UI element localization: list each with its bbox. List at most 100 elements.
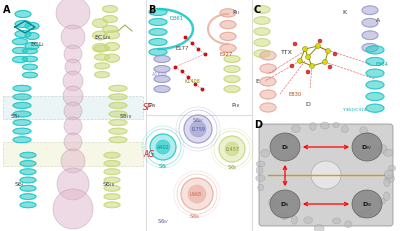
Ellipse shape [384, 178, 390, 187]
Bar [3, 142, 143, 166]
Ellipse shape [13, 120, 31, 126]
Ellipse shape [388, 166, 396, 171]
Ellipse shape [104, 169, 120, 175]
Ellipse shape [13, 129, 31, 135]
Bar [3, 97, 143, 119]
Ellipse shape [22, 49, 38, 55]
Ellipse shape [102, 6, 118, 13]
Ellipse shape [260, 78, 276, 87]
Ellipse shape [254, 28, 270, 36]
Ellipse shape [149, 39, 167, 46]
Ellipse shape [224, 56, 240, 63]
Ellipse shape [190, 122, 206, 137]
Ellipse shape [306, 55, 310, 60]
Text: S6$_{III}$: S6$_{III}$ [189, 211, 201, 220]
Ellipse shape [154, 76, 170, 83]
Ellipse shape [224, 66, 240, 73]
Ellipse shape [12, 57, 28, 63]
Text: I1457: I1457 [225, 147, 239, 152]
Ellipse shape [25, 23, 39, 30]
Ellipse shape [272, 201, 282, 209]
Ellipse shape [109, 120, 127, 126]
Ellipse shape [184, 116, 212, 143]
Ellipse shape [270, 134, 300, 161]
Ellipse shape [109, 86, 127, 92]
Ellipse shape [366, 47, 384, 55]
Ellipse shape [109, 94, 127, 100]
Text: D$_{II}$: D$_{II}$ [280, 200, 290, 209]
Ellipse shape [256, 161, 265, 167]
Ellipse shape [188, 185, 206, 203]
Ellipse shape [65, 60, 81, 76]
Ellipse shape [53, 189, 93, 229]
Ellipse shape [318, 40, 322, 44]
Ellipse shape [224, 86, 240, 93]
Ellipse shape [63, 87, 83, 106]
Ellipse shape [310, 123, 316, 131]
Ellipse shape [150, 134, 176, 160]
Ellipse shape [256, 167, 263, 175]
Ellipse shape [291, 216, 298, 224]
Text: E830: E830 [288, 92, 302, 97]
Text: S5$_I$: S5$_I$ [10, 112, 21, 121]
Ellipse shape [57, 168, 89, 200]
Ellipse shape [104, 32, 120, 40]
Text: S5$_{III}$: S5$_{III}$ [119, 112, 133, 121]
Ellipse shape [13, 94, 31, 100]
Ellipse shape [25, 43, 39, 50]
Text: A: A [3, 5, 10, 15]
Ellipse shape [102, 26, 118, 33]
Text: K: K [342, 10, 346, 15]
Text: K1408: K1408 [184, 79, 200, 84]
Text: D$_{III}$: D$_{III}$ [362, 200, 372, 209]
Text: S6$_{IV}$: S6$_{IV}$ [157, 216, 169, 225]
Text: S6$_I$: S6$_I$ [158, 161, 168, 170]
Ellipse shape [156, 140, 170, 154]
Ellipse shape [290, 65, 294, 69]
Ellipse shape [254, 18, 270, 25]
Ellipse shape [15, 31, 31, 38]
Ellipse shape [306, 71, 310, 75]
Ellipse shape [109, 103, 127, 109]
Ellipse shape [15, 12, 31, 18]
Ellipse shape [154, 56, 170, 63]
Text: D$_{IV}$: D$_{IV}$ [361, 143, 373, 152]
Ellipse shape [352, 190, 382, 218]
Text: P$_{III}$: P$_{III}$ [231, 101, 241, 109]
Ellipse shape [358, 211, 365, 218]
Ellipse shape [260, 52, 276, 61]
Ellipse shape [149, 19, 167, 26]
Ellipse shape [22, 73, 38, 79]
Text: ECL$_I$: ECL$_I$ [30, 40, 46, 49]
Text: B: B [148, 5, 155, 15]
Ellipse shape [104, 153, 120, 158]
Ellipse shape [149, 49, 167, 56]
Ellipse shape [22, 57, 38, 63]
Ellipse shape [260, 65, 276, 74]
Ellipse shape [64, 118, 82, 135]
Ellipse shape [281, 212, 288, 219]
Text: I1759: I1759 [191, 127, 205, 132]
Ellipse shape [365, 133, 372, 139]
Text: E177: E177 [176, 45, 189, 50]
Ellipse shape [109, 112, 127, 118]
Ellipse shape [260, 103, 276, 112]
Text: Y362/C374: Y362/C374 [343, 108, 367, 112]
FancyBboxPatch shape [259, 125, 393, 226]
Text: D: D [254, 119, 262, 129]
Text: L968: L968 [189, 192, 201, 197]
Ellipse shape [94, 64, 110, 70]
Ellipse shape [225, 142, 239, 156]
Ellipse shape [384, 170, 394, 179]
Ellipse shape [149, 29, 167, 36]
Text: D361: D361 [169, 15, 183, 20]
Text: TTX: TTX [281, 49, 293, 54]
Ellipse shape [366, 81, 384, 90]
Ellipse shape [20, 194, 36, 200]
Ellipse shape [13, 112, 31, 118]
Ellipse shape [219, 137, 245, 162]
Ellipse shape [302, 47, 308, 52]
Ellipse shape [366, 105, 384, 113]
Ellipse shape [220, 21, 236, 30]
Ellipse shape [365, 208, 373, 215]
